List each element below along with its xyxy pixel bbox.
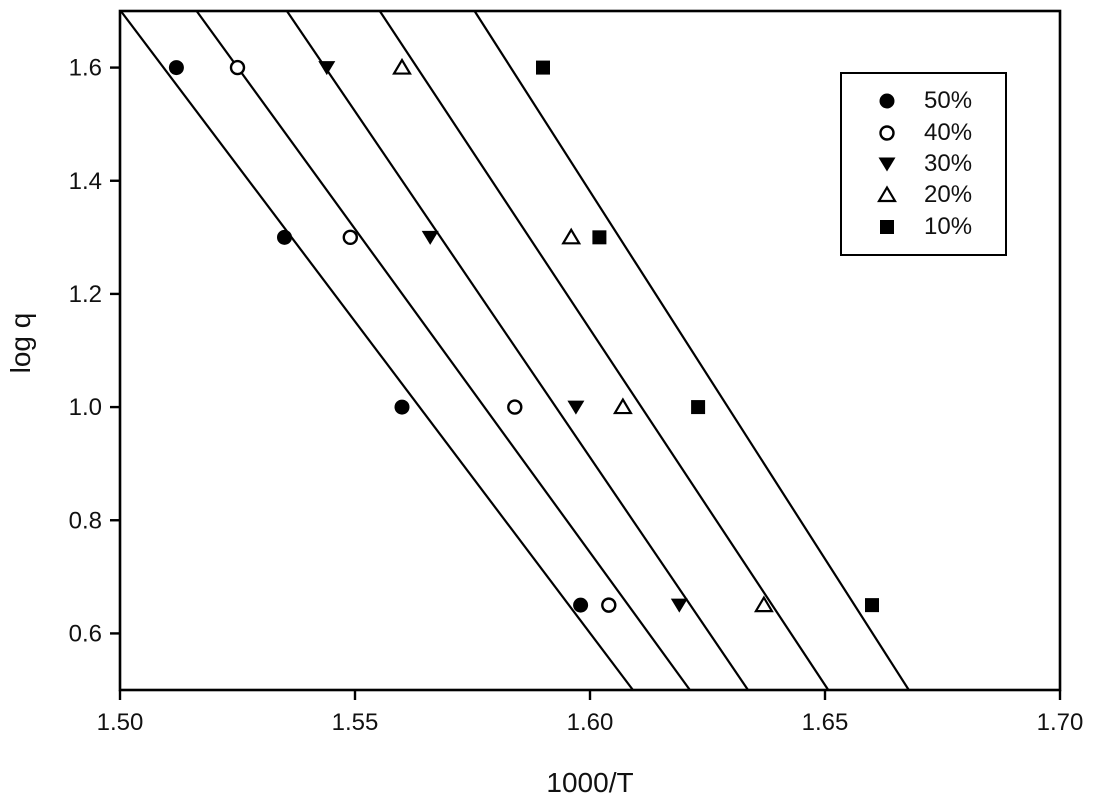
data-point-20pct-3 [612, 397, 633, 415]
filled-square-icon [880, 219, 894, 234]
fit-line-30pct [285, 10, 749, 691]
data-point-40pct-2 [342, 229, 358, 246]
legend-item-20pct: 20% [876, 181, 1005, 209]
x-tick-label: 1.50 [97, 709, 144, 736]
y-tick-label: 1.4 [69, 168, 102, 195]
fit-line-20pct [378, 10, 830, 691]
data-point-40pct-4 [601, 597, 617, 613]
legend-marker-glyph-50pct [879, 93, 895, 109]
x-tick-label: 1.60 [567, 709, 614, 736]
legend-marker-glyph-20pct [877, 185, 897, 203]
data-point-50pct-4 [573, 597, 589, 613]
fit-line-40pct [195, 10, 691, 691]
fit-line-10pct [473, 10, 910, 691]
filled-circle-icon [879, 93, 895, 109]
data-point-10pct-4 [865, 598, 879, 613]
legend-label-20pct: 20% [924, 181, 973, 209]
x-tick-label: 1.55 [332, 709, 379, 736]
y-tick-label: 1.2 [69, 281, 102, 308]
data-point-10pct-2 [592, 230, 607, 245]
data-point-50pct-2 [277, 229, 292, 245]
legend-item-40pct: 40% [876, 119, 1005, 147]
open-triangle-up-icon [877, 185, 897, 203]
fit-lines-group [119, 10, 910, 691]
data-point-30pct-2 [421, 230, 439, 245]
x-tick-label: 1.65 [802, 709, 849, 736]
legend-label-10pct: 10% [924, 212, 973, 240]
x-tick-label: 1.70 [1037, 709, 1084, 736]
data-point-40pct-3 [507, 399, 523, 415]
x-axis-label: 1000/T [546, 767, 633, 798]
legend-item-50pct: 50% [876, 87, 1005, 115]
data-point-10pct-1 [536, 60, 550, 75]
legend-label-30pct: 30% [924, 149, 973, 177]
data-point-30pct-3 [567, 400, 585, 415]
legend-marker-glyph-10pct [880, 219, 894, 234]
data-points-group [168, 57, 879, 613]
fit-line-50pct [119, 10, 634, 691]
data-point-50pct-3 [394, 399, 410, 415]
legend-item-10pct: 10% [876, 213, 1005, 241]
legend-box: 50% 40% 30% 20% 10% [840, 72, 1007, 256]
data-point-20pct-1 [392, 57, 412, 75]
y-axis-label: log q [5, 313, 36, 374]
data-point-20pct-4 [753, 595, 774, 613]
data-point-30pct-1 [318, 61, 336, 76]
filled-triangle-down-icon [878, 157, 896, 172]
x-axis-ticks-group: 1.50 1.55 1.60 1.65 1.70 [97, 690, 1084, 736]
data-point-10pct-3 [691, 400, 706, 415]
y-axis-ticks-group: 0.6 0.8 1.0 1.2 1.4 1.6 [69, 55, 120, 647]
legend-marker-glyph-30pct [878, 157, 896, 172]
legend-marker-glyph-40pct [879, 124, 895, 141]
legend-label-50pct: 50% [924, 87, 973, 115]
y-tick-label: 1.0 [69, 394, 102, 421]
legend-item-30pct: 30% [876, 150, 1005, 178]
data-point-20pct-2 [561, 227, 582, 245]
data-point-30pct-4 [670, 598, 688, 613]
data-point-50pct-1 [168, 60, 184, 76]
y-tick-label: 1.6 [69, 55, 102, 82]
open-circle-icon [879, 124, 895, 141]
legend-label-40pct: 40% [924, 118, 973, 146]
y-tick-label: 0.6 [69, 620, 102, 647]
data-point-40pct-1 [229, 59, 246, 76]
y-tick-label: 0.8 [69, 507, 102, 534]
